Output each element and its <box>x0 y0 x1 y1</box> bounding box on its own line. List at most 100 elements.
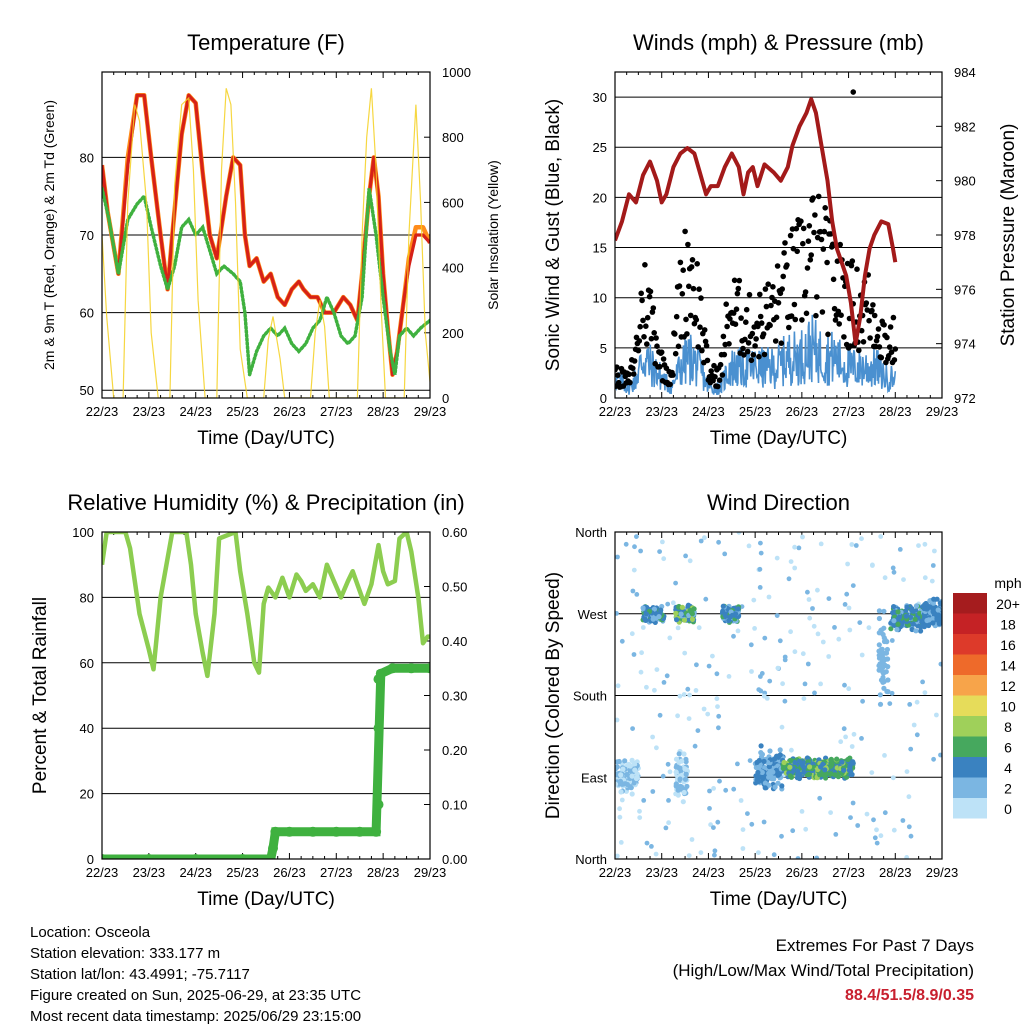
x-axis-label: Time (Day/UTC) <box>197 889 335 910</box>
gust-point <box>699 347 705 354</box>
gust-point <box>658 349 665 356</box>
direction-point <box>814 855 820 859</box>
gust-point <box>736 277 743 284</box>
gust-point <box>874 333 881 340</box>
direction-point <box>792 649 798 655</box>
direction-point <box>629 791 635 797</box>
direction-point <box>903 613 909 619</box>
y-tick-label: 5 <box>600 341 607 356</box>
direction-point <box>682 650 688 656</box>
direction-point <box>926 622 932 629</box>
y-axis-label: Direction (Colored By Speed) <box>543 572 564 819</box>
station-info: Location: Osceola Station elevation: 333… <box>30 922 361 1027</box>
gust-point <box>697 324 703 331</box>
direction-point <box>677 765 683 771</box>
direction-point <box>710 653 715 659</box>
direction-point <box>673 580 678 586</box>
gust-point <box>730 310 737 316</box>
direction-point <box>772 784 778 790</box>
direction-point <box>880 679 886 685</box>
direction-point <box>849 542 855 547</box>
direction-point <box>877 701 884 707</box>
direction-point <box>703 596 709 602</box>
y-right-tick-label: 0.30 <box>442 689 467 704</box>
gust-point <box>869 307 875 314</box>
gust-point <box>742 336 748 343</box>
gust-point <box>748 357 755 364</box>
plot-border <box>101 71 431 399</box>
direction-point <box>876 608 883 614</box>
direction-point <box>667 635 673 641</box>
y-tick-label: 25 <box>593 140 607 155</box>
direction-point <box>907 702 913 707</box>
x-tick-label: 28/23 <box>367 404 400 419</box>
direction-point <box>644 840 650 846</box>
direction-point <box>853 543 859 548</box>
gust-point <box>695 344 701 350</box>
direction-point <box>777 638 783 644</box>
x-tick-label: 26/23 <box>786 404 819 419</box>
direction-point <box>722 551 728 557</box>
direction-point <box>826 596 832 601</box>
direction-point <box>716 713 722 719</box>
direction-point <box>890 775 896 781</box>
y-axis-label: 2m & 9m T (Red, Orange) & 2m Td (Green) <box>41 100 57 370</box>
y-tick-label: 100 <box>72 525 94 540</box>
gust-point <box>871 312 878 319</box>
direction-point <box>841 767 847 773</box>
direction-point <box>675 792 681 798</box>
gust-point <box>719 372 726 378</box>
gust-point <box>881 322 887 328</box>
direction-point <box>894 626 900 633</box>
direction-point <box>615 683 621 689</box>
direction-point <box>758 750 764 756</box>
direction-point <box>692 743 698 749</box>
direction-point <box>620 781 627 787</box>
direction-point <box>665 601 671 607</box>
direction-point <box>890 565 896 571</box>
x-tick-label: 24/23 <box>692 404 725 419</box>
direction-point <box>663 825 669 831</box>
humidity-plot-area <box>102 532 430 859</box>
direction-point <box>747 758 753 763</box>
direction-point <box>801 765 807 771</box>
direction-point <box>842 682 847 688</box>
direction-point <box>726 674 732 679</box>
direction-point <box>864 811 870 817</box>
direction-point <box>752 626 757 631</box>
gust-point <box>778 340 785 347</box>
direction-point <box>820 639 826 645</box>
direction-point <box>654 667 660 672</box>
precip-point <box>373 799 384 810</box>
direction-point <box>880 669 886 675</box>
direction-point <box>913 628 919 634</box>
direction-point <box>859 536 864 542</box>
direction-point <box>779 833 784 839</box>
gust-point <box>810 195 816 201</box>
direction-point <box>624 781 631 788</box>
direction-point <box>762 780 769 786</box>
y-tick-label: North <box>575 525 607 540</box>
direction-point <box>877 692 883 698</box>
direction-point <box>820 761 826 767</box>
y-tick-label: West <box>578 607 608 622</box>
gust-point <box>780 273 786 280</box>
direction-point <box>807 764 813 770</box>
gust-point <box>653 335 659 341</box>
direction-point <box>807 615 813 621</box>
direction-point <box>787 764 793 770</box>
gust-point <box>761 351 768 358</box>
direction-point <box>803 826 809 832</box>
legend-swatch <box>953 613 987 634</box>
direction-point <box>686 853 692 858</box>
direction-point <box>836 636 842 642</box>
gust-point <box>686 283 692 290</box>
gust-point <box>680 267 686 274</box>
y-tick-label: South <box>573 689 607 704</box>
direction-point <box>817 772 823 778</box>
legend-swatch <box>953 736 987 757</box>
direction-point <box>629 773 635 779</box>
y-tick-label: 50 <box>80 383 94 398</box>
gust-point <box>890 314 897 321</box>
precip-point <box>387 663 398 674</box>
